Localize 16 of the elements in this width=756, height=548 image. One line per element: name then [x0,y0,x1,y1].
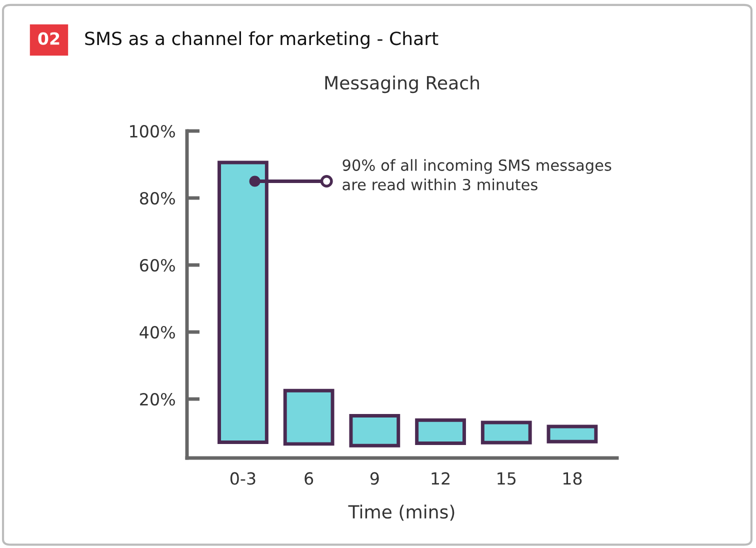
y-tick-label: 80% [140,192,175,205]
y-tick-label: 40% [140,326,175,339]
chart-title: SMS as a channel for marketing - Chart [85,31,438,49]
x-tick-label: 9 [370,472,379,485]
x-tick-label: 6 [304,472,314,485]
annotation: 90% of all incoming SMS messages are read within 3 minutes [342,159,612,190]
x-tick-label: 18 [563,472,582,485]
text: 02 [38,32,60,45]
x-tick-label: 0-3 [230,472,256,485]
y-tick-label: 100% [130,124,175,138]
y-tick-label: 60% [140,258,175,272]
y-tick-label: 20% [140,392,175,406]
x-tick-label: 15 [498,472,516,485]
x-axis-title: Time (mins) [348,504,454,521]
chart-subtitle: Messaging Reach [325,76,479,94]
x-tick-label: 12 [432,472,450,485]
